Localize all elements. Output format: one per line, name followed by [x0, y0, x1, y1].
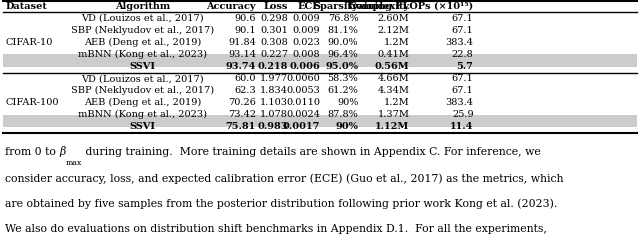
Text: Complexity: Complexity	[349, 1, 410, 11]
Text: 87.8%: 87.8%	[328, 110, 358, 119]
Text: 0.023: 0.023	[292, 38, 320, 47]
Text: 81.1%: 81.1%	[328, 26, 358, 35]
Text: 11.4: 11.4	[450, 123, 474, 131]
Text: are obtained by five samples from the posterior distribution following prior wor: are obtained by five samples from the po…	[5, 198, 557, 209]
Text: 73.42: 73.42	[228, 110, 256, 119]
Text: β: β	[60, 146, 66, 157]
Text: 1.12M: 1.12M	[375, 123, 410, 131]
Text: Training FLOPs (×10¹⁵): Training FLOPs (×10¹⁵)	[346, 1, 474, 11]
Text: Dataset: Dataset	[5, 1, 47, 11]
Text: mBNN (Kong et al., 2023): mBNN (Kong et al., 2023)	[78, 110, 207, 119]
Text: 93.14: 93.14	[228, 50, 256, 59]
Text: 75.81: 75.81	[226, 123, 256, 131]
Text: CIFAR-10: CIFAR-10	[5, 38, 52, 47]
Text: 93.74: 93.74	[226, 62, 256, 71]
Text: 0.41M: 0.41M	[378, 50, 410, 59]
Text: 90.6: 90.6	[234, 14, 256, 23]
Text: SSVI: SSVI	[129, 123, 156, 131]
Text: 90%: 90%	[337, 98, 358, 107]
Text: Algorithm: Algorithm	[115, 1, 170, 11]
Text: 0.218: 0.218	[258, 62, 288, 71]
Text: 1.103: 1.103	[260, 98, 288, 107]
Text: 0.0060: 0.0060	[286, 74, 320, 83]
Text: AEB (Deng et al., 2019): AEB (Deng et al., 2019)	[84, 98, 201, 107]
Text: 1.37M: 1.37M	[378, 110, 410, 119]
Text: 0.009: 0.009	[292, 14, 320, 23]
Text: 0.301: 0.301	[260, 26, 288, 35]
Text: 22.8: 22.8	[452, 50, 474, 59]
Text: 5.7: 5.7	[457, 62, 474, 71]
Text: 2.60M: 2.60M	[378, 14, 410, 23]
Text: 90.0%: 90.0%	[328, 38, 358, 47]
Text: 0.56M: 0.56M	[375, 62, 410, 71]
Text: ECE: ECE	[297, 1, 320, 11]
Text: 383.4: 383.4	[445, 38, 474, 47]
Text: 2.12M: 2.12M	[378, 26, 410, 35]
Text: 76.8%: 76.8%	[328, 14, 358, 23]
Text: consider accuracy, loss, and expected calibration error (ECE) (Guo et al., 2017): consider accuracy, loss, and expected ca…	[5, 173, 564, 184]
Text: 67.1: 67.1	[452, 14, 474, 23]
Text: Loss: Loss	[264, 1, 288, 11]
Text: 1.2M: 1.2M	[384, 38, 410, 47]
Text: 1.977: 1.977	[260, 74, 288, 83]
Text: max: max	[66, 159, 82, 168]
Text: during training.  More training details are shown in Appendix C. For inference, : during training. More training details a…	[82, 147, 541, 157]
Text: 91.84: 91.84	[228, 38, 256, 47]
Text: 67.1: 67.1	[452, 26, 474, 35]
Text: 96.4%: 96.4%	[328, 50, 358, 59]
Text: from 0 to: from 0 to	[5, 147, 60, 157]
Text: SBP (Neklyudov et al., 2017): SBP (Neklyudov et al., 2017)	[71, 86, 214, 95]
Text: mBNN (Kong et al., 2023): mBNN (Kong et al., 2023)	[78, 50, 207, 59]
Text: VD (Louizos et al., 2017): VD (Louizos et al., 2017)	[81, 14, 204, 23]
Text: 0.298: 0.298	[260, 14, 288, 23]
Text: 1.2M: 1.2M	[384, 98, 410, 107]
Text: 25.9: 25.9	[452, 110, 474, 119]
Text: 0.009: 0.009	[292, 26, 320, 35]
Text: SBP (Neklyudov et al., 2017): SBP (Neklyudov et al., 2017)	[71, 26, 214, 35]
Text: CIFAR-100: CIFAR-100	[5, 98, 59, 107]
Bar	[3, 115, 637, 127]
Text: Accuracy: Accuracy	[207, 1, 256, 11]
Text: 1.078: 1.078	[260, 110, 288, 119]
Text: 95.0%: 95.0%	[325, 62, 358, 71]
Text: 0.008: 0.008	[292, 50, 320, 59]
Text: 60.0: 60.0	[234, 74, 256, 83]
Text: 70.26: 70.26	[228, 98, 256, 107]
Text: 0.0017: 0.0017	[283, 123, 320, 131]
Text: 58.3%: 58.3%	[328, 74, 358, 83]
Text: 67.1: 67.1	[452, 74, 474, 83]
Text: 0.0053: 0.0053	[286, 86, 320, 95]
Text: 61.2%: 61.2%	[328, 86, 358, 95]
Text: SSVI: SSVI	[129, 62, 156, 71]
Text: 4.34M: 4.34M	[378, 86, 410, 95]
Text: 62.3: 62.3	[234, 86, 256, 95]
Text: VD (Louizos et al., 2017): VD (Louizos et al., 2017)	[81, 74, 204, 83]
Text: 1.834: 1.834	[260, 86, 288, 95]
Text: Sparsity: Sparsity	[314, 1, 358, 11]
Text: 0.308: 0.308	[260, 38, 288, 47]
Text: 383.4: 383.4	[445, 98, 474, 107]
Text: 67.1: 67.1	[452, 86, 474, 95]
Text: 90%: 90%	[335, 123, 358, 131]
Text: 0.227: 0.227	[260, 50, 288, 59]
Text: 0.0110: 0.0110	[286, 98, 320, 107]
Text: 0.983: 0.983	[257, 123, 288, 131]
Text: We also do evaluations on distribution shift benchmarks in Appendix D.1.  For al: We also do evaluations on distribution s…	[5, 224, 547, 233]
Text: 0.006: 0.006	[289, 62, 320, 71]
Text: 0.0024: 0.0024	[286, 110, 320, 119]
Bar	[3, 54, 637, 66]
Text: 90.1: 90.1	[234, 26, 256, 35]
Text: 4.66M: 4.66M	[378, 74, 410, 83]
Text: AEB (Deng et al., 2019): AEB (Deng et al., 2019)	[84, 38, 201, 47]
Text: max: max	[66, 159, 82, 168]
